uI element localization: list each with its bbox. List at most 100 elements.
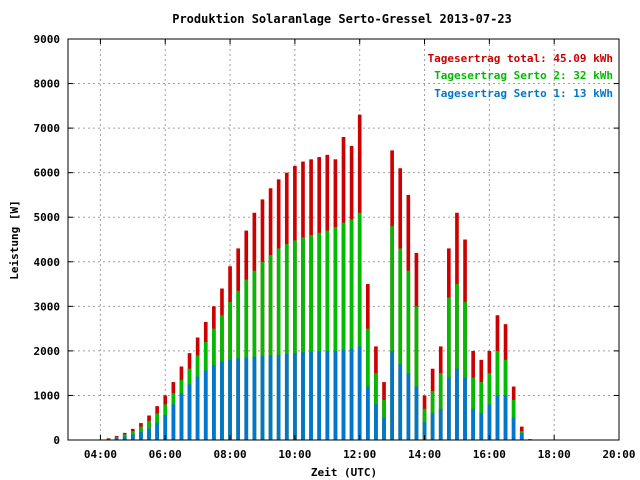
bar-serto-2	[479, 382, 484, 440]
x-tick-label: 20:00	[602, 448, 635, 461]
bar-serto-1	[390, 350, 394, 440]
legend-entry-serto-2: Tagesertrag Serto 2: 32 kWh	[434, 69, 613, 82]
x-tick-label: 10:00	[278, 448, 311, 461]
x-tick-label: 04:00	[84, 448, 117, 461]
bar-serto-2	[333, 227, 338, 440]
y-tick-label: 6000	[34, 167, 61, 180]
bar-serto-1	[309, 351, 313, 440]
legend-entry-serto-1: Tagesertrag Serto 1: 13 kWh	[434, 87, 613, 100]
bar-serto-1	[503, 395, 508, 440]
bar-serto-2	[260, 261, 265, 440]
bar-serto-2	[406, 270, 411, 440]
bar-serto-1	[333, 350, 338, 440]
bar-serto-1	[139, 431, 143, 440]
bar-serto-1	[147, 428, 151, 440]
bar-serto-2	[349, 219, 354, 440]
bar-serto-1	[252, 356, 257, 440]
bar-serto-1	[471, 408, 475, 440]
bar-serto-1	[398, 364, 403, 440]
bar-serto-1	[228, 359, 232, 440]
bar-serto-2	[357, 212, 362, 440]
bar-serto-1	[244, 357, 249, 440]
bar-serto-1	[463, 377, 467, 440]
x-tick-label: 18:00	[538, 448, 571, 461]
bar-serto-1	[276, 354, 281, 440]
ticks: 0 1000 2000 3000 4000 5000 6000 7000 8000 9000 04:…	[34, 33, 636, 461]
bar-serto-2	[390, 226, 394, 440]
x-tick-label: 08:00	[213, 448, 246, 461]
y-tick-label: 9000	[34, 33, 61, 46]
bar-serto-1	[382, 417, 386, 440]
bar-serto-2	[447, 297, 451, 440]
bar-serto-1	[293, 353, 297, 440]
bar-serto-1	[260, 356, 265, 440]
bar-serto-2	[365, 328, 370, 440]
bar-serto-1	[114, 437, 119, 440]
y-tick-label: 8000	[34, 78, 61, 91]
bar-serto-2	[438, 373, 443, 440]
bar-serto-1	[301, 352, 305, 440]
bar-serto-2	[293, 240, 297, 440]
chart-title: Produktion Solaranlage Serto-Gressel 201…	[172, 12, 512, 26]
bar-serto-1	[203, 370, 208, 440]
legend: Tagesertrag total: 45.09 kWh Tagesertrag…	[428, 52, 613, 100]
bar-serto-1	[447, 377, 451, 440]
bar-serto-2	[463, 301, 467, 440]
bar-serto-2	[317, 232, 322, 440]
bar-serto-1	[212, 365, 216, 440]
bar-serto-1	[122, 436, 127, 440]
y-tick-label: 3000	[34, 300, 61, 313]
bar-serto-1	[365, 386, 370, 440]
bar-serto-1	[519, 433, 524, 440]
bar-serto-1	[511, 417, 516, 440]
bar-serto-2	[398, 248, 403, 440]
y-tick-label: 7000	[34, 122, 61, 135]
bar-serto-1	[341, 349, 346, 440]
bar-serto-2	[325, 230, 330, 440]
bar-serto-1	[187, 384, 192, 440]
bar-serto-2	[341, 222, 346, 440]
bar-serto-1	[155, 423, 159, 440]
bar-serto-1	[422, 422, 427, 440]
x-tick-label: 16:00	[473, 448, 506, 461]
y-axis-label: Leistung [W]	[8, 200, 21, 279]
y-tick-label: 0	[53, 434, 60, 447]
bar-serto-1	[317, 350, 322, 440]
bar-serto-2	[309, 235, 313, 440]
y-tick-label: 1000	[34, 389, 61, 402]
y-tick-label: 5000	[34, 211, 61, 224]
x-tick-label: 06:00	[149, 448, 182, 461]
bar-serto-1	[284, 354, 289, 440]
x-tick-label: 12:00	[343, 448, 376, 461]
x-axis-label: Zeit (UTC)	[311, 466, 377, 479]
bar-serto-1	[374, 404, 378, 440]
bar-serto-1	[179, 393, 184, 440]
bar-serto-1	[220, 361, 224, 440]
bar-serto-2	[284, 243, 289, 440]
bar-serto-1	[438, 408, 443, 440]
bar-serto-2	[301, 237, 305, 440]
bar-serto-1	[487, 404, 492, 440]
bar-serto-1	[406, 373, 411, 440]
bar-serto-1	[357, 346, 362, 440]
bar-serto-2	[252, 270, 257, 440]
legend-entry-total: Tagesertrag total: 45.09 kWh	[428, 52, 613, 65]
bar-serto-1	[495, 395, 500, 440]
bar-serto-2	[414, 306, 419, 440]
bar-serto-1	[479, 413, 484, 440]
y-tick-label: 4000	[34, 256, 61, 269]
bar-serto-1	[430, 413, 435, 440]
bar-serto-1	[268, 355, 273, 440]
bar-serto-1	[163, 415, 168, 440]
bar-serto-2	[276, 248, 281, 440]
bar-serto-1	[325, 350, 330, 440]
bar-serto-1	[195, 376, 200, 440]
bar-serto-1	[414, 386, 419, 440]
bars	[98, 114, 540, 441]
y-tick-label: 2000	[34, 345, 61, 358]
plot-frame	[67, 38, 620, 441]
bar-serto-1	[171, 404, 176, 440]
bar-serto-2	[455, 284, 459, 440]
bar-serto-1	[455, 368, 459, 440]
